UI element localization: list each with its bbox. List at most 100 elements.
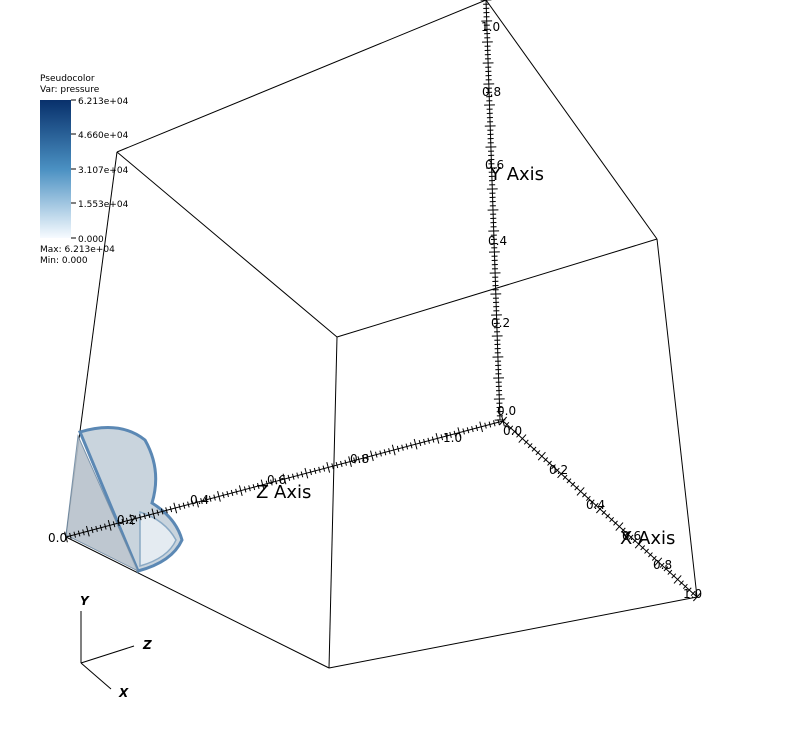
x-axis-tick (551, 464, 556, 470)
x-axis-tick (667, 569, 673, 575)
z-axis-tick (248, 485, 251, 492)
z-axis-tick (427, 437, 430, 444)
z-axis-tick (117, 520, 120, 527)
y-tick-label: 0.2 (491, 316, 510, 330)
x-axis-tick (654, 557, 663, 567)
z-axis-tick (129, 514, 134, 525)
x-axis-tick (640, 545, 646, 551)
z-axis-tick (388, 448, 391, 455)
z-axis-tick (139, 514, 142, 521)
color-legend: Pseudocolor Var: pressure 6.213e+04 4.66… (40, 74, 129, 266)
x-axis-tick (648, 552, 653, 558)
x-axis-tick (659, 562, 665, 568)
x-axis-tick (620, 527, 626, 533)
triad-z-label: Z (142, 638, 152, 652)
z-axis-tick (484, 422, 487, 429)
x-tick-label: 0.8 (653, 558, 672, 572)
z-axis-tick (423, 438, 426, 445)
z-axis-tick (379, 450, 382, 457)
x-axis-tick (576, 487, 585, 496)
z-axis-tick (121, 518, 125, 525)
z-axis-tick (257, 482, 260, 489)
z-axis-tick (405, 443, 409, 450)
z-axis-tick (366, 453, 369, 460)
x-axis-tick (609, 517, 615, 523)
x-axis-tick (535, 450, 541, 456)
x-axis-tick (499, 416, 507, 426)
x-axis-tick (605, 513, 611, 519)
x-axis-tick (682, 583, 688, 589)
x-axis-tick (543, 457, 549, 463)
legend-tick-label: 4.660e+04 (78, 131, 129, 141)
z-tick-label: 0.4 (190, 493, 209, 507)
x-axis-tick (690, 590, 696, 597)
x-tick-label: 0.0 (503, 424, 522, 438)
z-axis-tick (85, 525, 90, 537)
z-axis-tick (235, 488, 238, 495)
z-axis-tick (282, 473, 287, 485)
x-axis-tick (512, 429, 518, 435)
z-axis-tick (160, 508, 164, 515)
y-tick-label: 1.0 (481, 20, 500, 34)
x-axis-tick (547, 460, 552, 466)
legend-min: Min: 0.000 (40, 256, 88, 266)
y-tick-label: 0.8 (482, 85, 501, 99)
x-axis-tick (585, 495, 591, 501)
x-tick-label: 0.2 (549, 463, 568, 477)
z-axis-tick (112, 521, 116, 528)
z-tick-label: 0.0 (48, 531, 67, 545)
z-axis-tick (409, 442, 413, 449)
z-axis-tick (344, 459, 347, 466)
x-axis-tick (651, 555, 657, 561)
z-axis-tick (300, 471, 304, 478)
z-axis-tick (453, 430, 457, 437)
z-axis-tick (435, 433, 440, 444)
z-axis-tick (296, 472, 299, 479)
z-axis-tick (431, 436, 435, 443)
z-axis-tick (383, 449, 387, 456)
x-axis-tick (644, 548, 649, 554)
z-axis-tick (335, 462, 339, 469)
z-axis-tick (143, 513, 146, 520)
y-axis-title: Y Axis (489, 164, 544, 185)
orientation-triad: Y Z X (80, 594, 152, 700)
z-axis-tick (208, 495, 212, 502)
z-tick-label: 0.6 (267, 473, 286, 487)
z-axis-tick (107, 520, 112, 531)
z-axis-tick (357, 456, 361, 463)
z-axis-tick (401, 444, 404, 451)
x-axis-tick (613, 520, 618, 526)
legend-plot-type: Pseudocolor (40, 74, 95, 84)
pressure-surface[interactable] (65, 426, 184, 573)
z-axis-tick (69, 532, 72, 539)
z-axis-tick (82, 529, 85, 536)
x-axis-tick (562, 474, 568, 480)
z-axis: 0.0 0.2 0.4 0.6 0.8 1.0 Z Axis (48, 431, 462, 545)
legend-tick-label: 6.213e+04 (78, 97, 129, 107)
z-axis-tick (95, 525, 98, 532)
triad-y-label: Y (80, 594, 90, 608)
z-axis-tick (173, 502, 178, 514)
z-axis-tick (191, 500, 194, 507)
z-axis-tick (370, 450, 374, 462)
x-axis-tick (634, 539, 643, 549)
y-tick-label: 0.4 (488, 234, 507, 248)
z-axis-tick (204, 496, 208, 503)
z-axis-tick (147, 511, 151, 518)
z-axis-tick (217, 491, 221, 502)
x-axis-tick (593, 502, 599, 509)
z-axis-tick (169, 506, 173, 513)
z-axis-tick (309, 469, 312, 476)
z-axis-tick (274, 478, 278, 485)
bounding-box (65, 0, 698, 669)
z-axis-tick (353, 457, 356, 464)
z-axis-tick (475, 424, 479, 431)
z-axis-tick (322, 465, 326, 472)
z-axis-tick (151, 508, 156, 520)
x-axis-tick (527, 443, 533, 449)
z-axis-tick (278, 477, 282, 484)
z-axis-tick (99, 524, 103, 531)
legend-tick-label: 0.000 (78, 235, 104, 245)
z-axis-tick (449, 431, 452, 438)
